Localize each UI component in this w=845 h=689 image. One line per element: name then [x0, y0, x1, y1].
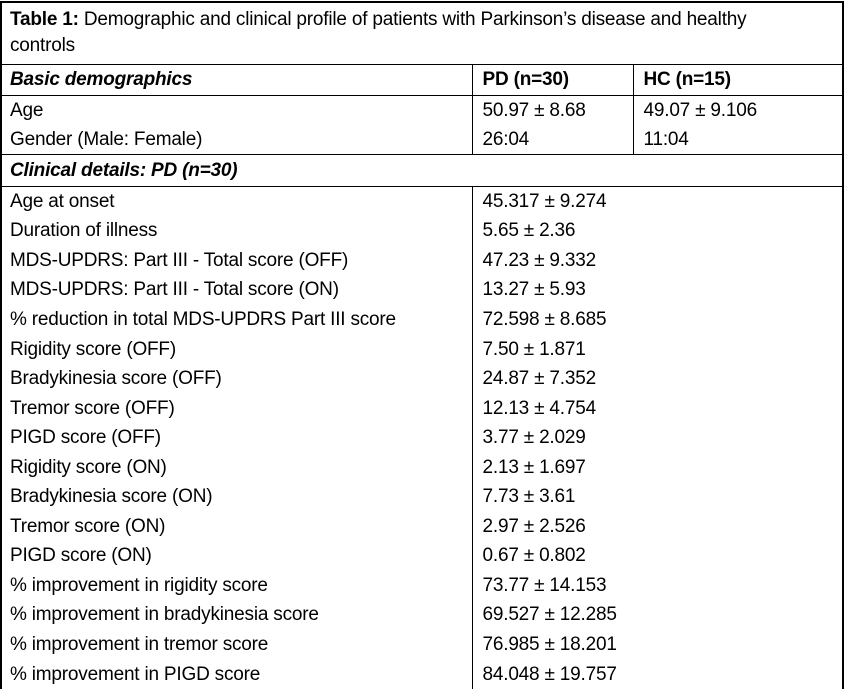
row-label: MDS-UPDRS: Part III - Total score (OFF): [1, 246, 473, 276]
clinical-row: Tremor score (OFF) 12.13 ± 4.754: [1, 393, 843, 424]
pd-value: 26:04: [472, 125, 634, 155]
clinical-row: Rigidity score (ON) 2.13 ± 1.697: [1, 452, 843, 483]
clinical-row: % improvement in tremor score 76.985 ± 1…: [1, 630, 843, 660]
clinical-row: % improvement in rigidity score 73.77 ± …: [1, 571, 843, 601]
row-label: PIGD score (OFF): [1, 423, 473, 453]
hc-value: 11:04: [633, 125, 844, 155]
clinical-row: Bradykinesia score (ON) 7.73 ± 3.61: [1, 482, 843, 513]
clinical-row: MDS-UPDRS: Part III - Total score (ON) 1…: [1, 275, 843, 306]
row-value: 12.13 ± 4.754: [482, 397, 597, 419]
clinical-row: Tremor score (ON) 2.97 ± 2.526: [1, 512, 843, 542]
clinical-section-header: Clinical details: PD (n=30): [1, 154, 844, 187]
row-value: 72.598 ± 8.685: [482, 308, 607, 330]
row-label: Gender (Male: Female): [1, 125, 473, 155]
clinical-row: MDS-UPDRS: Part III - Total score (OFF) …: [1, 246, 843, 276]
column-header-pd: PD (n=30): [472, 64, 634, 96]
row-label: PIGD score (ON): [1, 541, 473, 572]
table-caption-label: Table 1:: [10, 8, 79, 30]
row-label: MDS-UPDRS: Part III - Total score (ON): [1, 275, 473, 306]
table-caption-text: Table 1: Demographic and clinical profil…: [10, 7, 810, 59]
clinical-row: PIGD score (ON) 0.67 ± 0.802: [1, 541, 843, 572]
header-row: Basic demographics PD (n=30) HC (n=15): [1, 64, 844, 96]
row-label: Bradykinesia score (OFF): [1, 364, 473, 394]
hc-value: 49.07 ± 9.106: [643, 99, 758, 121]
row-value: 5.65 ± 2.36: [482, 220, 576, 242]
row-value: 7.73 ± 3.61: [482, 486, 576, 508]
column-header-basic-demographics: Basic demographics: [1, 64, 473, 96]
row-value: 76.985 ± 18.201: [482, 633, 617, 655]
clinical-row: Age at onset 45.317 ± 9.274: [1, 186, 843, 217]
row-label: % improvement in tremor score: [1, 630, 473, 660]
row-value: 0.67 ± 0.802: [482, 545, 586, 567]
row-label: Bradykinesia score (ON): [1, 482, 473, 513]
row-label: Duration of illness: [1, 216, 473, 247]
row-value: 2.97 ± 2.526: [482, 515, 586, 537]
row-label: Rigidity score (OFF): [1, 334, 473, 365]
demographic-row-age: Age 50.97 ± 8.68 49.07 ± 9.106: [1, 95, 843, 125]
row-value: 24.87 ± 7.352: [482, 368, 597, 390]
row-value: 3.77 ± 2.029: [482, 427, 586, 449]
demographic-row-gender: Gender (Male: Female) 26:04 11:04: [1, 125, 844, 155]
row-value: 45.317 ± 9.274: [482, 190, 607, 212]
row-value: 69.527 ± 12.285: [482, 604, 617, 626]
clinical-row: Bradykinesia score (OFF) 24.87 ± 7.352: [1, 364, 843, 394]
clinical-row: PIGD score (OFF) 3.77 ± 2.029: [1, 423, 843, 453]
row-label: Rigidity score (ON): [1, 452, 473, 483]
row-label: % improvement in PIGD score: [1, 659, 473, 689]
row-value: 2.13 ± 1.697: [482, 456, 586, 478]
row-value: 73.77 ± 14.153: [482, 574, 607, 596]
row-value: 13.27 ± 5.93: [482, 279, 586, 301]
row-label: Age: [1, 95, 473, 125]
clinical-row: % improvement in PIGD score 84.048 ± 19.…: [1, 659, 843, 689]
row-label: Age at onset: [1, 186, 473, 217]
caption-row: Table 1: Demographic and clinical profil…: [1, 2, 844, 65]
row-label: % improvement in rigidity score: [1, 571, 473, 601]
column-header-hc: HC (n=15): [633, 64, 844, 96]
row-value: 7.50 ± 1.871: [482, 338, 586, 360]
row-label: % improvement in bradykinesia score: [1, 600, 473, 631]
table-caption-body: Demographic and clinical profile of pati…: [10, 8, 747, 56]
clinical-section-row: Clinical details: PD (n=30): [1, 154, 844, 187]
row-label: Tremor score (OFF): [1, 393, 473, 424]
row-value: 47.23 ± 9.332: [482, 249, 597, 271]
row-value: 84.048 ± 19.757: [482, 663, 617, 685]
row-label: % reduction in total MDS-UPDRS Part III …: [1, 305, 473, 335]
clinical-row: Rigidity score (OFF) 7.50 ± 1.871: [1, 334, 843, 365]
clinical-row: % reduction in total MDS-UPDRS Part III …: [1, 305, 843, 335]
table-caption: Table 1: Demographic and clinical profil…: [1, 2, 844, 65]
clinical-row: % improvement in bradykinesia score 69.5…: [1, 600, 843, 631]
clinical-row: Duration of illness 5.65 ± 2.36: [1, 216, 843, 247]
row-label: Tremor score (ON): [1, 512, 473, 542]
pd-value: 50.97 ± 8.68: [472, 95, 634, 125]
